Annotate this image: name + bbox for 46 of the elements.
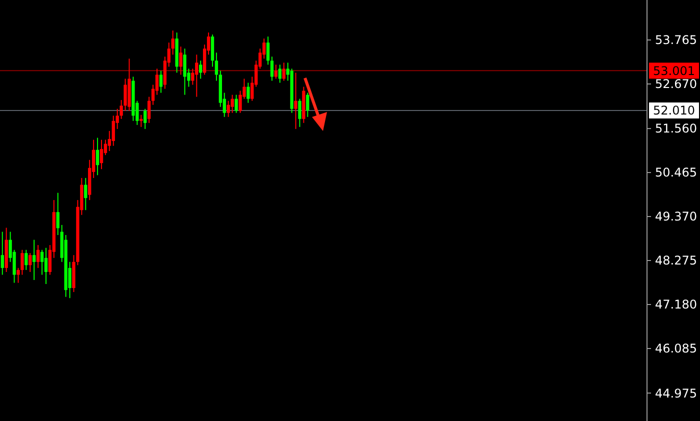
candlestick: [140, 114, 143, 128]
candlestick: [274, 64, 278, 80]
candlestick: [147, 96, 151, 124]
y-tick-label: 46.085: [655, 342, 697, 356]
ref-line-label: 53.001: [653, 64, 695, 78]
ref-line-label: 52.010: [653, 104, 695, 118]
candlestick: [159, 70, 163, 94]
candlestick: [36, 244, 40, 268]
candlestick: [44, 247, 48, 285]
y-tick-label: 51.560: [655, 122, 697, 136]
candlestick: [183, 48, 186, 96]
y-tick-label: 53.765: [655, 33, 697, 48]
candlestick: [179, 46, 182, 76]
y-tick-label: 50.465: [655, 166, 697, 180]
y-tick-label: 52.670: [655, 77, 697, 92]
candlestick: [40, 249, 44, 276]
candlestick: [24, 249, 28, 270]
candlestick: [0, 231, 4, 276]
candlestick: [20, 249, 24, 276]
candlestick: [230, 94, 234, 114]
candlestick: [234, 94, 238, 114]
candlestick: [195, 54, 198, 98]
candlestick: [306, 92, 310, 118]
candlestick: [214, 52, 218, 82]
candlestick: [84, 177, 88, 211]
candlestick: [28, 252, 32, 272]
candlestick: [32, 239, 36, 280]
candlestick: [171, 30, 174, 56]
candlestick: [246, 82, 250, 104]
candlestick: [112, 115, 115, 146]
y-tick-label: 44.975: [655, 386, 697, 400]
candlestick: [294, 72, 298, 130]
candlestick: [144, 108, 147, 130]
candlestick: [226, 100, 230, 118]
candlestick: [266, 36, 270, 66]
candlestick: [56, 192, 60, 236]
candlestick: [270, 56, 274, 82]
candlestick: [278, 64, 282, 84]
candlestick: [298, 98, 302, 128]
candlestick: [96, 137, 100, 176]
y-tick-label: 49.370: [655, 210, 697, 224]
y-tick-label: 47.180: [655, 298, 697, 312]
y-tick-label: 48.275: [655, 254, 697, 268]
candlestick: [199, 60, 202, 80]
candlestick: [282, 62, 286, 82]
candlestick: [100, 139, 104, 170]
